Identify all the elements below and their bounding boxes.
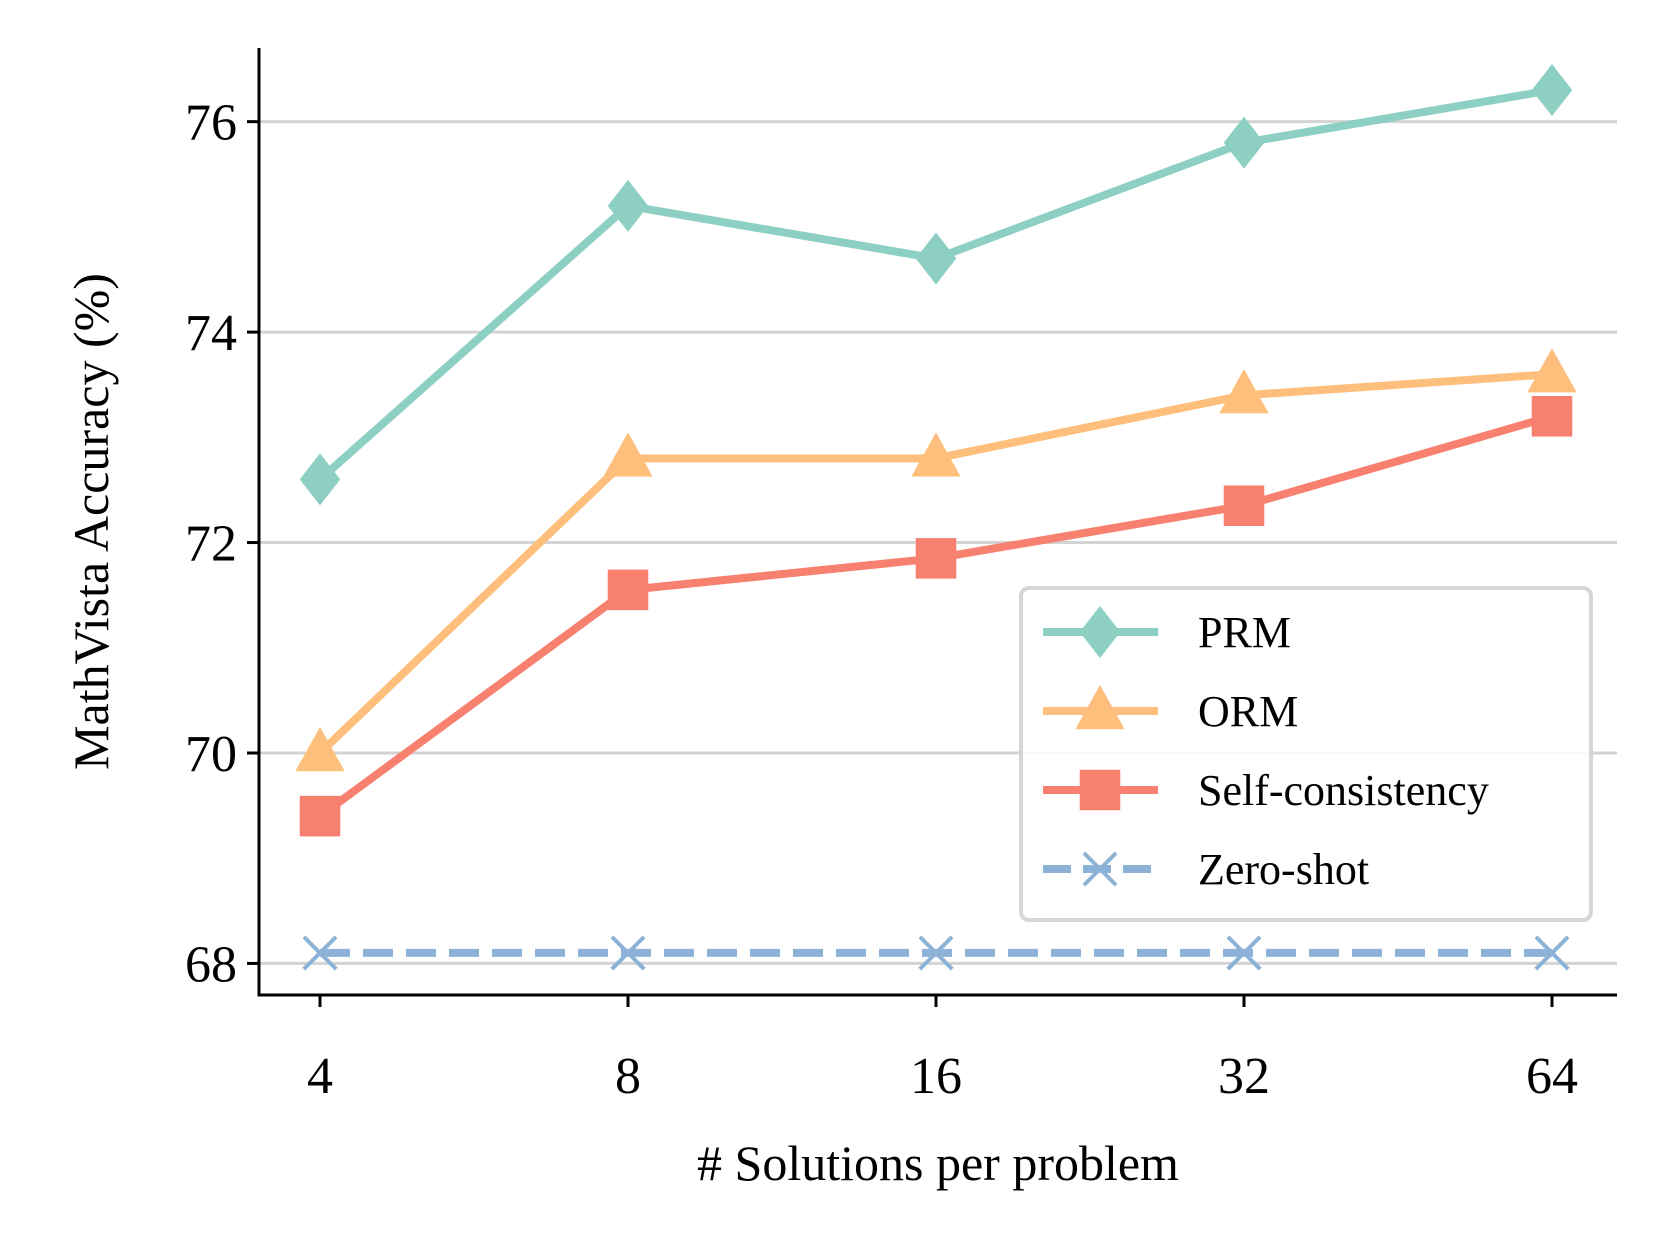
x-tick-label: 8 — [615, 1048, 641, 1105]
data-point — [1531, 395, 1573, 437]
data-point — [302, 935, 338, 971]
data-point — [299, 795, 341, 837]
legend-label: Zero-shot — [1198, 845, 1369, 894]
data-point — [915, 232, 957, 285]
legend-marker — [1079, 606, 1121, 658]
x-tick-label: 64 — [1526, 1048, 1578, 1105]
series-orm — [295, 348, 1577, 772]
data-point — [610, 935, 646, 971]
y-tick-label: 68 — [185, 936, 237, 993]
y-axis-label: MathVista Accuracy (%) — [63, 273, 119, 770]
legend-box — [1019, 586, 1593, 922]
data-point — [607, 569, 649, 611]
y-tick-label: 72 — [185, 516, 237, 573]
series-prm — [299, 64, 1573, 506]
data-point — [607, 179, 649, 232]
data-point — [1223, 116, 1265, 169]
legend: PRM ORM Self-consistency Zero-shot — [1019, 586, 1593, 922]
series — [295, 64, 1577, 971]
legend-item: Zero-shot — [1043, 845, 1369, 894]
x-tick-label: 4 — [307, 1048, 333, 1105]
series-line — [317, 86, 1553, 483]
legend-marker — [1075, 685, 1125, 730]
legend-marker — [1079, 769, 1121, 811]
data-point — [911, 432, 961, 477]
y-tick-label: 74 — [185, 305, 237, 362]
y-tick-label: 76 — [185, 95, 237, 152]
legend-item: ORM — [1043, 685, 1298, 736]
legend-label: PRM — [1198, 608, 1291, 657]
data-point — [1534, 935, 1570, 971]
legend-label: Self-consistency — [1198, 766, 1489, 815]
x-tick-label: 32 — [1218, 1048, 1270, 1105]
data-point — [299, 453, 341, 506]
legend-marker — [1082, 851, 1118, 887]
data-point — [1527, 348, 1577, 393]
series-zero-shot — [302, 935, 1570, 971]
data-point — [915, 538, 957, 579]
legend-item: PRM — [1043, 606, 1291, 658]
y-tick-label: 70 — [185, 726, 237, 783]
data-point — [1531, 64, 1573, 117]
x-axis-label: # Solutions per problem — [697, 1135, 1179, 1191]
data-point — [918, 935, 954, 971]
data-point — [1223, 485, 1265, 526]
ticks: 68 70 72 74 76 4 8 16 32 64 — [185, 95, 1578, 1105]
legend-item: Self-consistency — [1043, 766, 1489, 815]
data-point — [603, 432, 653, 477]
series-self-consistency — [299, 395, 1573, 837]
legend-label: ORM — [1198, 687, 1298, 736]
data-point — [295, 726, 345, 772]
data-point — [1226, 935, 1262, 971]
data-point — [1219, 369, 1269, 414]
x-tick-label: 16 — [910, 1048, 962, 1105]
